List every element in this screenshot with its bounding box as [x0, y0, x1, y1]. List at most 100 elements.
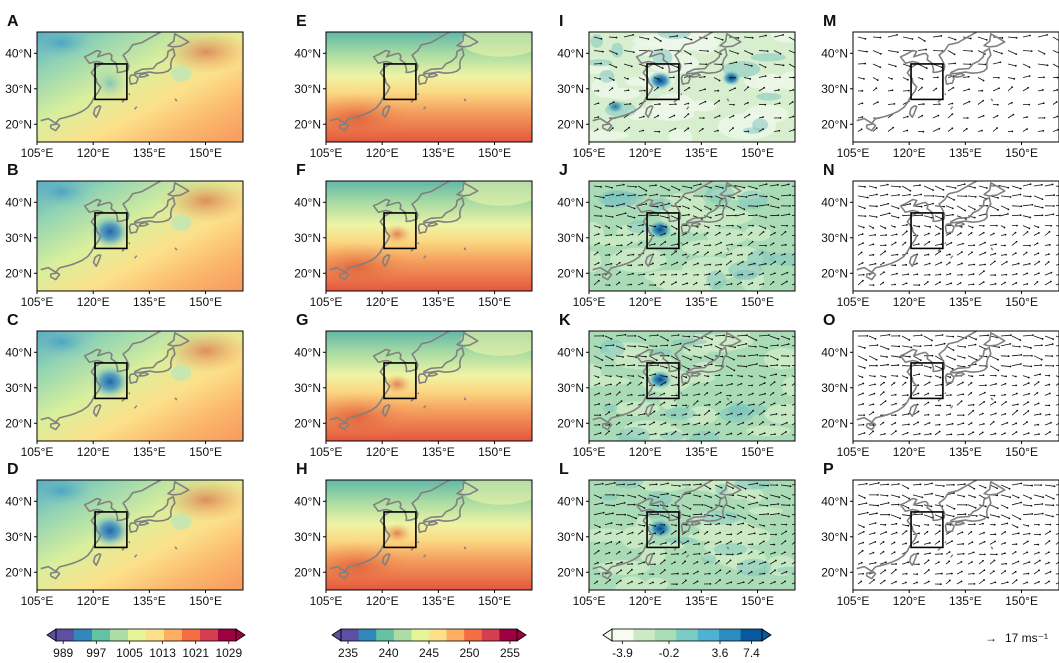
lon-tick-label: 105°E [837, 146, 870, 160]
lon-tick-label: 120°E [366, 594, 399, 608]
lat-tick-label: 30°N [557, 381, 584, 395]
lat-tick-label: 20°N [5, 117, 32, 131]
lat-tick-label: 40°N [821, 345, 848, 359]
lat-tick-label: 20°N [294, 117, 321, 131]
lon-tick-label: 105°E [310, 445, 343, 459]
lat-tick-label: 40°N [557, 46, 584, 60]
lat-tick-label: 40°N [5, 46, 32, 60]
lat-tick-label: 30°N [5, 381, 32, 395]
lon-tick-label: 150°E [1005, 594, 1038, 608]
lon-tick-label: 135°E [133, 146, 166, 160]
panel-letter: D [7, 461, 19, 478]
lat-tick-label: 40°N [294, 46, 321, 60]
lon-tick-label: 105°E [21, 594, 54, 608]
colorbar-max-extend [762, 629, 771, 641]
colorbar-tick-label: 3.6 [712, 646, 729, 658]
colorbar-min-extend [603, 629, 612, 641]
lon-tick-label: 135°E [949, 445, 982, 459]
colorbar-max-extend [236, 629, 245, 641]
lat-tick-label: 40°N [5, 195, 32, 209]
lon-tick-label: 135°E [422, 594, 455, 608]
lat-tick-label: 20°N [294, 565, 321, 579]
lon-tick-label: 135°E [685, 445, 718, 459]
lat-tick-label: 30°N [821, 82, 848, 96]
colorbar-tick-label: 235 [338, 646, 358, 658]
lat-tick-label: 30°N [294, 231, 321, 245]
lat-tick-label: 20°N [557, 266, 584, 280]
lat-tick-label: 30°N [5, 530, 32, 544]
lon-tick-label: 135°E [133, 295, 166, 309]
lat-tick-label: 40°N [821, 195, 848, 209]
lon-tick-label: 120°E [77, 146, 110, 160]
lon-tick-label: 150°E [1005, 295, 1038, 309]
lon-tick-label: 135°E [133, 594, 166, 608]
lon-tick-label: 150°E [478, 594, 511, 608]
panel-letter: K [559, 312, 571, 329]
lon-tick-label: 135°E [949, 146, 982, 160]
lon-tick-label: 120°E [893, 146, 926, 160]
colorbar-tick-label: 997 [86, 646, 106, 658]
colorbar-tick-label: 245 [419, 646, 439, 658]
lon-tick-label: 150°E [478, 445, 511, 459]
lat-tick-label: 30°N [294, 530, 321, 544]
panel-letter: O [823, 312, 835, 329]
lon-tick-label: 135°E [685, 146, 718, 160]
colorbar-tick-label: 989 [53, 646, 73, 658]
lon-tick-label: 120°E [77, 445, 110, 459]
lon-tick-label: 135°E [685, 594, 718, 608]
lat-tick-label: 30°N [821, 231, 848, 245]
colorbar-min-extend [332, 629, 341, 641]
lon-tick-label: 105°E [573, 594, 606, 608]
lon-tick-label: 120°E [77, 295, 110, 309]
lon-tick-label: 150°E [741, 594, 774, 608]
colorbar-tick-label: 7.4 [743, 646, 760, 658]
wind-reference-arrow: → [985, 631, 997, 645]
panel-letter: J [559, 162, 568, 179]
lon-tick-label: 135°E [422, 295, 455, 309]
lat-tick-label: 20°N [5, 416, 32, 430]
lat-tick-label: 30°N [5, 82, 32, 96]
panel-letter: C [7, 312, 19, 329]
lon-tick-label: 105°E [573, 146, 606, 160]
lon-tick-label: 120°E [629, 295, 662, 309]
colorbar-tick-label: 1013 [149, 646, 176, 658]
panel-letter: B [7, 162, 19, 179]
colorbar-tick-label: 255 [500, 646, 520, 658]
lon-tick-label: 150°E [741, 445, 774, 459]
colorbar-tick-label: 1005 [116, 646, 143, 658]
lon-tick-label: 135°E [949, 295, 982, 309]
lat-tick-label: 20°N [557, 117, 584, 131]
lon-tick-label: 135°E [685, 295, 718, 309]
lon-tick-label: 105°E [21, 295, 54, 309]
lon-tick-label: 105°E [21, 445, 54, 459]
lon-tick-label: 105°E [573, 295, 606, 309]
lat-tick-label: 30°N [294, 381, 321, 395]
lon-tick-label: 105°E [837, 295, 870, 309]
vorticity-maximum [647, 370, 673, 390]
lat-tick-label: 20°N [821, 565, 848, 579]
lon-tick-label: 150°E [189, 295, 222, 309]
lat-tick-label: 40°N [821, 46, 848, 60]
colorbar-tick-label: 240 [379, 646, 399, 658]
lon-tick-label: 150°E [189, 146, 222, 160]
lon-tick-label: 105°E [573, 445, 606, 459]
lat-tick-label: 20°N [821, 117, 848, 131]
colorbar-tick-label: -0.2 [659, 646, 680, 658]
lon-tick-label: 150°E [478, 295, 511, 309]
lat-tick-label: 30°N [557, 82, 584, 96]
